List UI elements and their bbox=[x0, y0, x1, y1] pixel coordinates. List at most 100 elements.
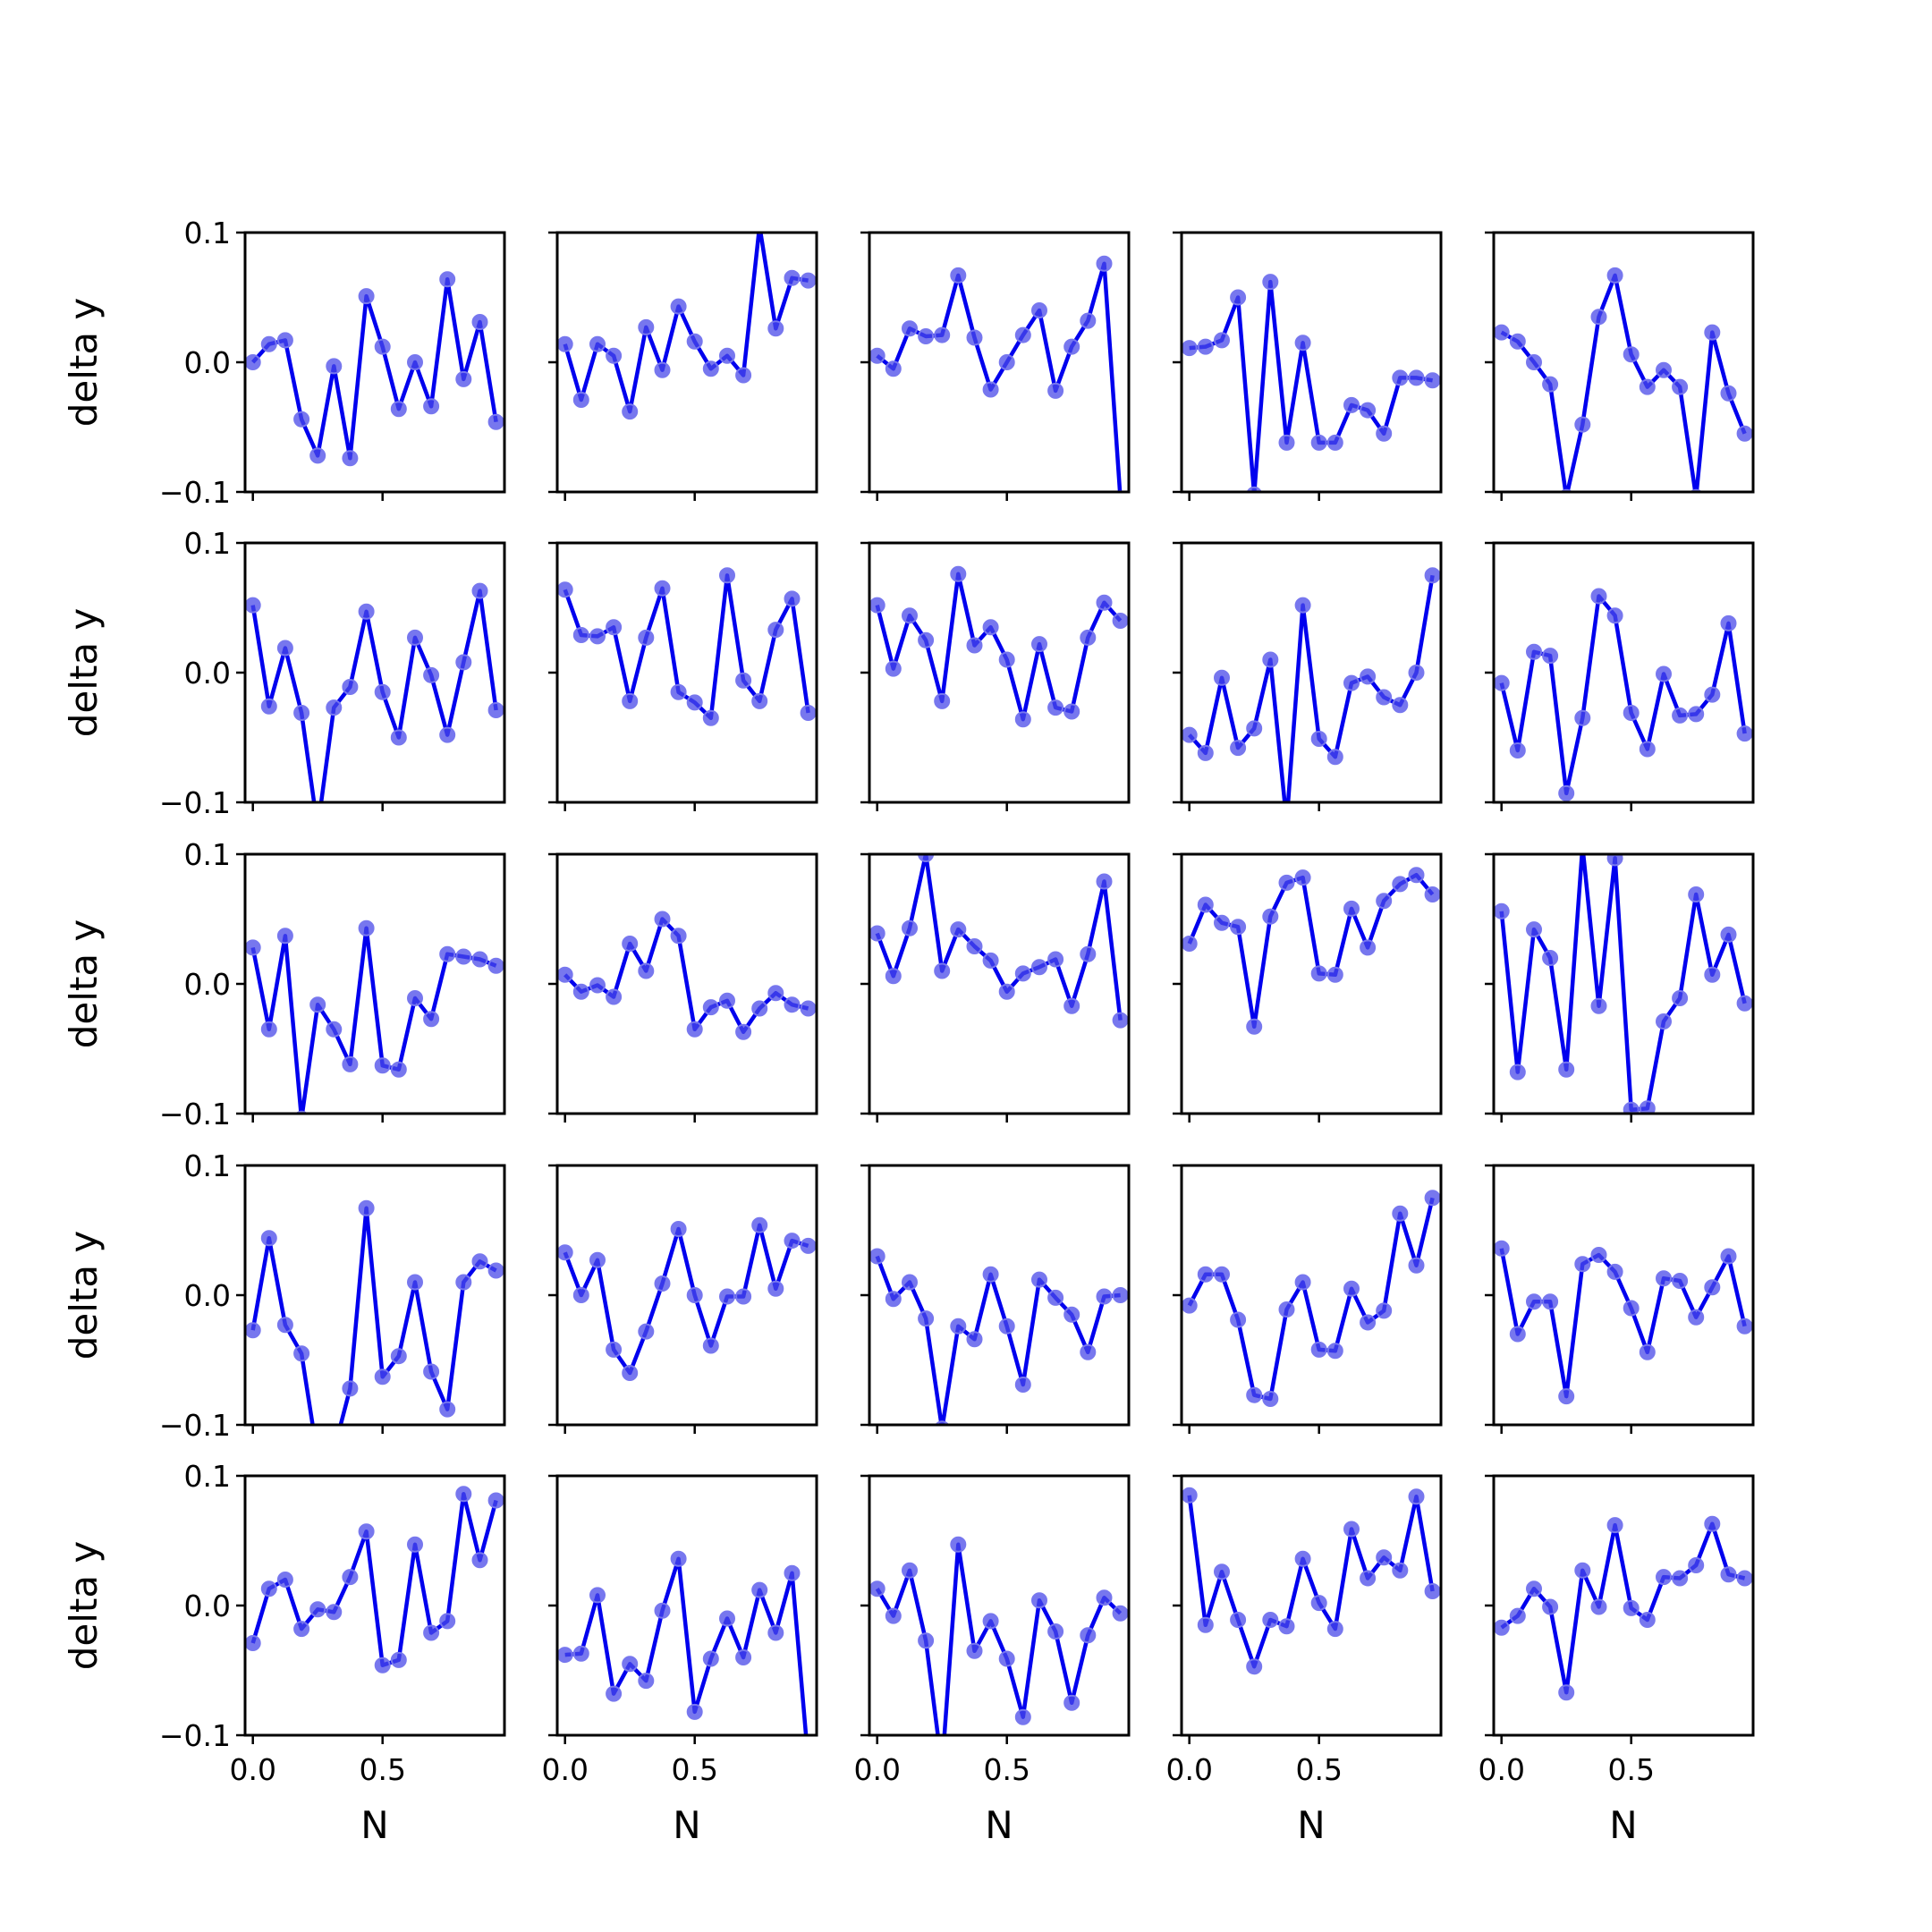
data-point bbox=[245, 939, 261, 956]
data-point bbox=[1494, 1619, 1510, 1636]
data-point bbox=[1376, 893, 1393, 910]
data-point bbox=[572, 983, 589, 1000]
x-axis-label: N bbox=[1297, 1803, 1325, 1847]
panel-r3-c0: −0.1 0.0 0.1 delta y bbox=[62, 1148, 506, 1464]
y-tick-label: −0.1 bbox=[159, 785, 231, 820]
axes-frame bbox=[1180, 1474, 1443, 1737]
data-point bbox=[1606, 607, 1623, 624]
series-line bbox=[1189, 279, 1433, 492]
panel-r3-c2 bbox=[860, 1164, 1131, 1434]
data-point bbox=[686, 333, 703, 350]
data-point bbox=[767, 1624, 784, 1641]
data-point bbox=[1096, 1589, 1113, 1606]
data-point bbox=[589, 1587, 606, 1604]
axes-frame bbox=[555, 541, 818, 804]
panel-r1-c4 bbox=[1485, 541, 1755, 811]
data-point bbox=[654, 361, 671, 378]
y-axis-label: delta y bbox=[62, 1231, 106, 1360]
data-point bbox=[1408, 369, 1425, 386]
data-point bbox=[1063, 1306, 1080, 1323]
data-point bbox=[342, 1569, 359, 1586]
data-point bbox=[719, 992, 735, 1009]
data-point bbox=[471, 314, 488, 330]
data-point bbox=[1080, 1343, 1097, 1360]
data-point bbox=[423, 398, 440, 415]
data-point bbox=[407, 354, 423, 370]
data-point bbox=[735, 672, 752, 689]
data-point bbox=[800, 272, 817, 289]
data-point bbox=[1197, 1616, 1214, 1633]
data-point bbox=[670, 298, 687, 315]
data-point bbox=[1623, 1599, 1640, 1616]
data-point bbox=[1656, 665, 1672, 682]
data-point bbox=[455, 1486, 472, 1503]
data-point bbox=[310, 1450, 325, 1464]
data-point bbox=[885, 1291, 902, 1308]
data-point bbox=[1408, 1488, 1425, 1505]
data-point bbox=[1214, 914, 1230, 931]
panel-series bbox=[1494, 588, 1753, 801]
data-point bbox=[1720, 1248, 1737, 1265]
panel-series bbox=[557, 233, 817, 420]
data-point bbox=[982, 1266, 999, 1283]
data-point bbox=[686, 1287, 703, 1303]
data-point bbox=[800, 705, 817, 721]
series-line bbox=[876, 261, 1123, 492]
data-point bbox=[374, 1657, 391, 1674]
data-point bbox=[638, 1673, 655, 1690]
data-point bbox=[1063, 338, 1080, 355]
panel-series bbox=[245, 919, 504, 1114]
data-point bbox=[654, 1602, 671, 1619]
data-point bbox=[1182, 340, 1198, 357]
data-point bbox=[1590, 997, 1607, 1014]
data-point bbox=[638, 629, 655, 646]
data-point bbox=[918, 631, 935, 648]
data-point bbox=[686, 694, 703, 711]
data-point bbox=[557, 1244, 573, 1261]
data-point bbox=[670, 1221, 687, 1237]
data-point bbox=[784, 1564, 801, 1581]
x-tick-label: 0.0 bbox=[229, 1752, 275, 1787]
data-point bbox=[374, 1057, 391, 1074]
y-tick-label: −0.1 bbox=[159, 1408, 231, 1443]
series-line bbox=[875, 854, 1123, 1021]
data-point bbox=[276, 640, 293, 657]
data-point bbox=[1031, 959, 1047, 976]
data-point bbox=[326, 358, 343, 375]
data-point bbox=[1720, 614, 1737, 631]
data-point bbox=[1656, 1013, 1672, 1030]
data-point bbox=[455, 948, 472, 965]
data-point bbox=[1262, 908, 1279, 925]
panel-r3-c1 bbox=[548, 1164, 818, 1434]
data-point bbox=[407, 990, 423, 1006]
data-point bbox=[1278, 874, 1295, 891]
data-point bbox=[1720, 926, 1737, 943]
y-tick-label: 0.1 bbox=[184, 526, 231, 561]
panel-series bbox=[557, 1216, 817, 1381]
data-point bbox=[1606, 854, 1623, 867]
data-point bbox=[1326, 966, 1343, 983]
data-point bbox=[1326, 1621, 1343, 1638]
data-point bbox=[1014, 326, 1031, 343]
data-point bbox=[702, 709, 719, 726]
data-point bbox=[622, 403, 639, 420]
data-point bbox=[902, 1274, 918, 1291]
panel-series bbox=[557, 911, 817, 1040]
data-point bbox=[557, 335, 573, 352]
data-point bbox=[423, 1011, 440, 1028]
data-point bbox=[439, 271, 456, 288]
data-point bbox=[966, 1642, 983, 1659]
data-point bbox=[1112, 613, 1129, 629]
data-point bbox=[1294, 335, 1311, 352]
data-point bbox=[1230, 919, 1247, 936]
data-point bbox=[309, 996, 326, 1013]
data-point bbox=[245, 354, 261, 370]
data-point bbox=[1197, 1266, 1214, 1283]
data-point bbox=[1031, 1592, 1047, 1609]
panel-series bbox=[1182, 867, 1441, 1035]
panel-series bbox=[869, 255, 1125, 492]
data-point bbox=[1494, 1240, 1510, 1257]
data-point bbox=[934, 326, 951, 343]
data-point bbox=[1574, 1562, 1591, 1579]
data-point bbox=[1494, 902, 1510, 919]
